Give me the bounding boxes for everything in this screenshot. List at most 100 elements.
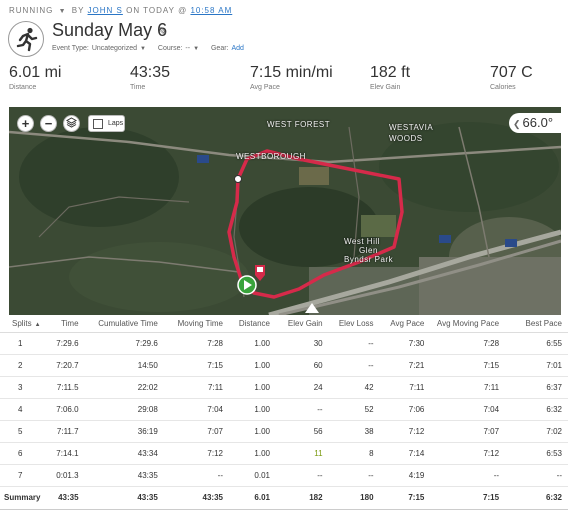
activity-title: Sunday May 6 [52, 20, 167, 41]
zoom-in-button[interactable]: + [17, 115, 34, 132]
split-number-cell: 7 [0, 464, 47, 487]
moving-time-column-header[interactable]: Moving Time [163, 316, 229, 333]
collapse-arrow-icon[interactable]: ❮ [513, 119, 521, 129]
stat-label: Time [130, 84, 146, 91]
elev-gain-cell: 60 [276, 354, 329, 377]
course-label: Course: [157, 45, 183, 52]
avg-pace-cell: 7:21 [379, 354, 431, 377]
edit-pencil-icon[interactable]: ✎ [158, 26, 168, 38]
cumulative-time-column-header[interactable]: Cumulative Time [84, 316, 164, 333]
moving-time-cell: 7:04 [163, 398, 229, 421]
elev-loss-cell: -- [328, 464, 380, 487]
on-text: ON TODAY @ [126, 6, 188, 15]
sort-ascending-icon[interactable]: ▲ [34, 322, 41, 329]
satellite-map-imagery [9, 107, 561, 315]
cumulative-time-cell: 43:35 [84, 464, 164, 487]
split-row: 3 7:11.5 22:02 7:11 1.00 24 42 7:11 7:11 6:37 [0, 376, 568, 399]
elev-loss-cell: -- [328, 354, 380, 377]
user-name-link[interactable]: JOHN S [87, 6, 123, 15]
avg-moving-pace-cell: 7:07 [430, 420, 506, 443]
avg-moving-pace-cell: 7:15 [430, 354, 506, 377]
avg-moving-pace-cell: 7:28 [430, 332, 506, 355]
event-type-dropdown-icon[interactable]: ▼ [139, 46, 146, 52]
best-pace-column-header[interactable]: Best Pace [505, 316, 568, 333]
split-number-cell: 4 [0, 398, 47, 421]
route-map[interactable]: + − Laps ❮ 66.0° WEST FOREST WESTAVIA WOO… [9, 107, 561, 315]
elev-gain-cell: 56 [276, 420, 329, 443]
splits-table: Splits ▲ Time Cumulative Time Moving Time… [0, 316, 568, 510]
map-layers-button[interactable] [63, 115, 80, 132]
laps-checkbox[interactable] [93, 119, 103, 129]
avg-moving-pace-cell: 7:12 [430, 442, 506, 465]
distance-cell: 1.00 [229, 354, 276, 377]
split-time-cell: 0:01.3 [46, 464, 85, 487]
splits-column-header[interactable]: Splits ▲ [0, 316, 47, 333]
avg-pace-cell: 7:30 [379, 332, 431, 355]
splits-header-row: Splits ▲ Time Cumulative Time Moving Time… [0, 316, 568, 333]
stat-value: 43:35 [130, 64, 171, 81]
map-label: Byndsr Park [344, 255, 394, 264]
stat-avg-pace: 7:15 min/mi Avg Pace [250, 64, 333, 91]
avg-moving-pace-cell: 7:11 [430, 376, 506, 399]
time-column-header[interactable]: Time [46, 316, 85, 333]
split-time-cell: 7:11.5 [46, 376, 85, 399]
elev-gain-cell: 30 [276, 332, 329, 355]
split-time-cell: 7:20.7 [46, 354, 85, 377]
split-row: 4 7:06.0 29:08 7:04 1.00 -- 52 7:06 7:04 6:32 [0, 398, 568, 421]
elev-loss-cell: 38 [328, 420, 380, 443]
temperature-badge[interactable]: ❮ 66.0° [509, 113, 561, 133]
activity-meta: Event Type: Uncategorized ▼ Course: -- ▼ Gea… [52, 45, 247, 52]
avg-moving-pace-column-header[interactable]: Avg Moving Pace [430, 316, 506, 333]
distance-cell: 1.00 [229, 420, 276, 443]
gear-add-link[interactable]: Add [231, 45, 244, 52]
elev-loss-cell: 52 [328, 398, 380, 421]
split-row: 7 0:01.3 43:35 -- 0.01 -- -- 4:19 -- -- [0, 464, 568, 487]
course-value[interactable]: -- [185, 45, 191, 52]
map-label: West Hill [344, 237, 380, 246]
split-time-cell: 7:29.6 [46, 332, 85, 355]
summary-best-pace-cell: 6:32 [505, 486, 568, 510]
cumulative-time-cell: 29:08 [84, 398, 164, 421]
split-row: 2 7:20.7 14:50 7:15 1.00 60 -- 7:21 7:15 7:01 [0, 354, 568, 377]
elev-loss-cell: 42 [328, 376, 380, 399]
moving-time-cell: -- [163, 464, 229, 487]
temperature-value: 66.0° [522, 115, 554, 130]
elev-gain-column-header[interactable]: Elev Gain [276, 316, 329, 333]
elev-loss-cell: 8 [328, 442, 380, 465]
best-pace-cell: 6:32 [505, 398, 568, 421]
split-time-cell: 7:06.0 [46, 398, 85, 421]
map-label: WEST FOREST [267, 120, 331, 129]
avg-pace-cell: 4:19 [379, 464, 431, 487]
course-dropdown-icon[interactable]: ▼ [193, 46, 200, 52]
stat-label: Avg Pace [250, 84, 280, 91]
avg-moving-pace-cell: 7:04 [430, 398, 506, 421]
summary-elev-gain-cell: 182 [276, 486, 329, 510]
summary-split-number-cell: Summary [0, 486, 47, 510]
activity-date: May 6 [118, 20, 168, 40]
best-pace-cell: 6:37 [505, 376, 568, 399]
elev-loss-column-header[interactable]: Elev Loss [328, 316, 380, 333]
summary-split-time-cell: 43:35 [46, 486, 85, 510]
summary-avg-pace-cell: 7:15 [379, 486, 431, 510]
split-time-cell: 7:14.1 [46, 442, 85, 465]
summary-avg-moving-pace-cell: 7:15 [430, 486, 506, 510]
activity-type: RUNNING [9, 6, 54, 15]
best-pace-cell: 6:55 [505, 332, 568, 355]
best-pace-cell: -- [505, 464, 568, 487]
cumulative-time-cell: 36:19 [84, 420, 164, 443]
stat-time: 43:35 Time [130, 64, 170, 91]
zoom-out-button[interactable]: − [40, 115, 57, 132]
avg-pace-column-header[interactable]: Avg Pace [379, 316, 431, 333]
distance-column-header[interactable]: Distance [229, 316, 276, 333]
event-type-value[interactable]: Uncategorized [91, 45, 137, 52]
moving-time-cell: 7:28 [163, 332, 229, 355]
laps-toggle[interactable]: Laps [88, 115, 125, 132]
activity-time-link[interactable]: 10:58 AM [190, 6, 233, 15]
activity-type-dropdown-icon[interactable]: ▼ [58, 8, 67, 15]
summary-cumulative-time-cell: 43:35 [84, 486, 164, 510]
split-number-cell: 2 [0, 354, 47, 377]
summary-elev-loss-cell: 180 [328, 486, 380, 510]
map-label: WESTBOROUGH [236, 152, 306, 161]
stat-label: Elev Gain [370, 84, 401, 91]
best-pace-cell: 7:02 [505, 420, 568, 443]
